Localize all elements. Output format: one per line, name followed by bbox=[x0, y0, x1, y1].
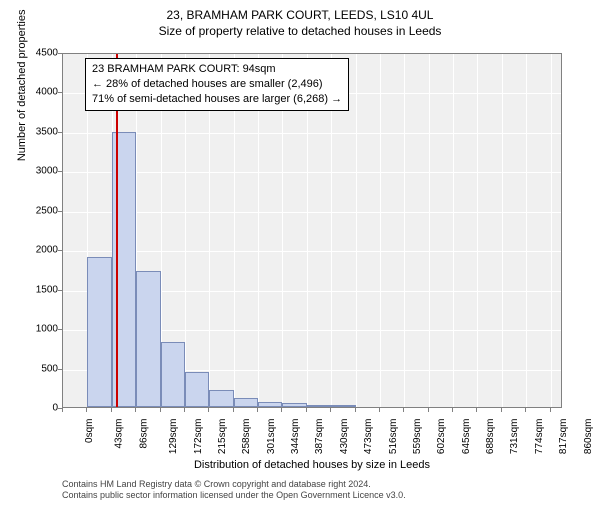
x-tick-label: 774sqm bbox=[534, 419, 545, 455]
credit-line-2: Contains public sector information licen… bbox=[62, 490, 406, 502]
chart-title: 23, BRAMHAM PARK COURT, LEEDS, LS10 4UL bbox=[0, 8, 600, 22]
grid-line-h bbox=[63, 133, 561, 134]
x-tick bbox=[86, 408, 87, 412]
info-line-1: 23 BRAMHAM PARK COURT: 94sqm bbox=[92, 62, 342, 77]
y-tick bbox=[58, 211, 62, 212]
x-tick bbox=[306, 408, 307, 412]
x-tick bbox=[184, 408, 185, 412]
histogram-bar bbox=[185, 372, 209, 407]
histogram-bar bbox=[282, 403, 306, 407]
grid-line-v bbox=[502, 54, 503, 407]
y-tick-label: 4500 bbox=[18, 48, 58, 59]
grid-line-v bbox=[356, 54, 357, 407]
y-tick-label: 1000 bbox=[18, 324, 58, 335]
x-tick bbox=[379, 408, 380, 412]
credits: Contains HM Land Registry data © Crown c… bbox=[62, 479, 406, 502]
x-tick-label: 731sqm bbox=[509, 419, 520, 455]
x-tick-label: 344sqm bbox=[290, 419, 301, 455]
x-tick bbox=[257, 408, 258, 412]
chart-container: 23, BRAMHAM PARK COURT, LEEDS, LS10 4UL … bbox=[0, 8, 600, 508]
chart-subtitle: Size of property relative to detached ho… bbox=[0, 24, 600, 38]
grid-line-v bbox=[551, 54, 552, 407]
y-tick bbox=[58, 171, 62, 172]
y-tick-label: 4000 bbox=[18, 87, 58, 98]
histogram-bar bbox=[87, 257, 111, 407]
x-tick bbox=[403, 408, 404, 412]
x-tick bbox=[281, 408, 282, 412]
x-tick-label: 387sqm bbox=[314, 419, 325, 455]
x-tick-label: 473sqm bbox=[363, 419, 374, 455]
histogram-bar bbox=[331, 405, 355, 407]
y-tick bbox=[58, 369, 62, 370]
x-tick bbox=[525, 408, 526, 412]
y-tick-label: 2000 bbox=[18, 245, 58, 256]
x-tick bbox=[428, 408, 429, 412]
x-tick-label: 645sqm bbox=[461, 419, 472, 455]
grid-line-v bbox=[404, 54, 405, 407]
grid-line-v bbox=[453, 54, 454, 407]
info-box: 23 BRAMHAM PARK COURT: 94sqm ← 28% of de… bbox=[85, 58, 349, 111]
histogram-bar bbox=[234, 398, 258, 407]
x-axis-title: Distribution of detached houses by size … bbox=[62, 459, 562, 471]
y-tick bbox=[58, 290, 62, 291]
grid-line-h bbox=[63, 251, 561, 252]
y-tick-label: 3000 bbox=[18, 166, 58, 177]
x-tick bbox=[62, 408, 63, 412]
grid-line-v bbox=[429, 54, 430, 407]
x-tick-label: 301sqm bbox=[266, 419, 277, 455]
y-tick-label: 1500 bbox=[18, 284, 58, 295]
x-tick-label: 86sqm bbox=[138, 419, 149, 449]
y-tick bbox=[58, 92, 62, 93]
y-tick-label: 2500 bbox=[18, 205, 58, 216]
x-tick-label: 430sqm bbox=[339, 419, 350, 455]
histogram-bar bbox=[258, 402, 282, 407]
y-tick-label: 0 bbox=[18, 403, 58, 414]
histogram-bar bbox=[307, 405, 331, 407]
x-tick-label: 516sqm bbox=[388, 419, 399, 455]
x-tick bbox=[111, 408, 112, 412]
x-tick-label: 602sqm bbox=[436, 419, 447, 455]
y-tick bbox=[58, 53, 62, 54]
grid-line-v bbox=[380, 54, 381, 407]
x-tick bbox=[355, 408, 356, 412]
x-tick-label: 215sqm bbox=[217, 419, 228, 455]
x-tick bbox=[233, 408, 234, 412]
x-tick-label: 860sqm bbox=[583, 419, 594, 455]
x-tick bbox=[160, 408, 161, 412]
grid-line-v bbox=[477, 54, 478, 407]
x-tick bbox=[501, 408, 502, 412]
x-tick bbox=[452, 408, 453, 412]
grid-line-v bbox=[526, 54, 527, 407]
x-tick-label: 43sqm bbox=[114, 419, 125, 449]
x-tick bbox=[550, 408, 551, 412]
y-tick bbox=[58, 132, 62, 133]
x-tick-label: 559sqm bbox=[412, 419, 423, 455]
x-tick bbox=[208, 408, 209, 412]
x-tick-label: 688sqm bbox=[485, 419, 496, 455]
y-tick-label: 500 bbox=[18, 363, 58, 374]
y-tick bbox=[58, 329, 62, 330]
histogram-bar bbox=[136, 271, 160, 407]
x-tick bbox=[330, 408, 331, 412]
histogram-bar bbox=[161, 342, 185, 407]
y-tick-label: 3500 bbox=[18, 126, 58, 137]
grid-line-h bbox=[63, 212, 561, 213]
info-line-2: ← 28% of detached houses are smaller (2,… bbox=[92, 77, 342, 92]
y-axis-title: Number of detached properties bbox=[16, 9, 28, 161]
x-tick-label: 172sqm bbox=[193, 419, 204, 455]
x-tick-label: 129sqm bbox=[168, 419, 179, 455]
x-tick-label: 0sqm bbox=[84, 419, 95, 443]
histogram-bar bbox=[209, 390, 233, 407]
x-tick-label: 817sqm bbox=[558, 419, 569, 455]
y-tick bbox=[58, 250, 62, 251]
credit-line-1: Contains HM Land Registry data © Crown c… bbox=[62, 479, 406, 491]
x-tick bbox=[135, 408, 136, 412]
x-tick-label: 258sqm bbox=[241, 419, 252, 455]
grid-line-h bbox=[63, 172, 561, 173]
x-tick bbox=[476, 408, 477, 412]
info-line-3: 71% of semi-detached houses are larger (… bbox=[92, 92, 342, 107]
